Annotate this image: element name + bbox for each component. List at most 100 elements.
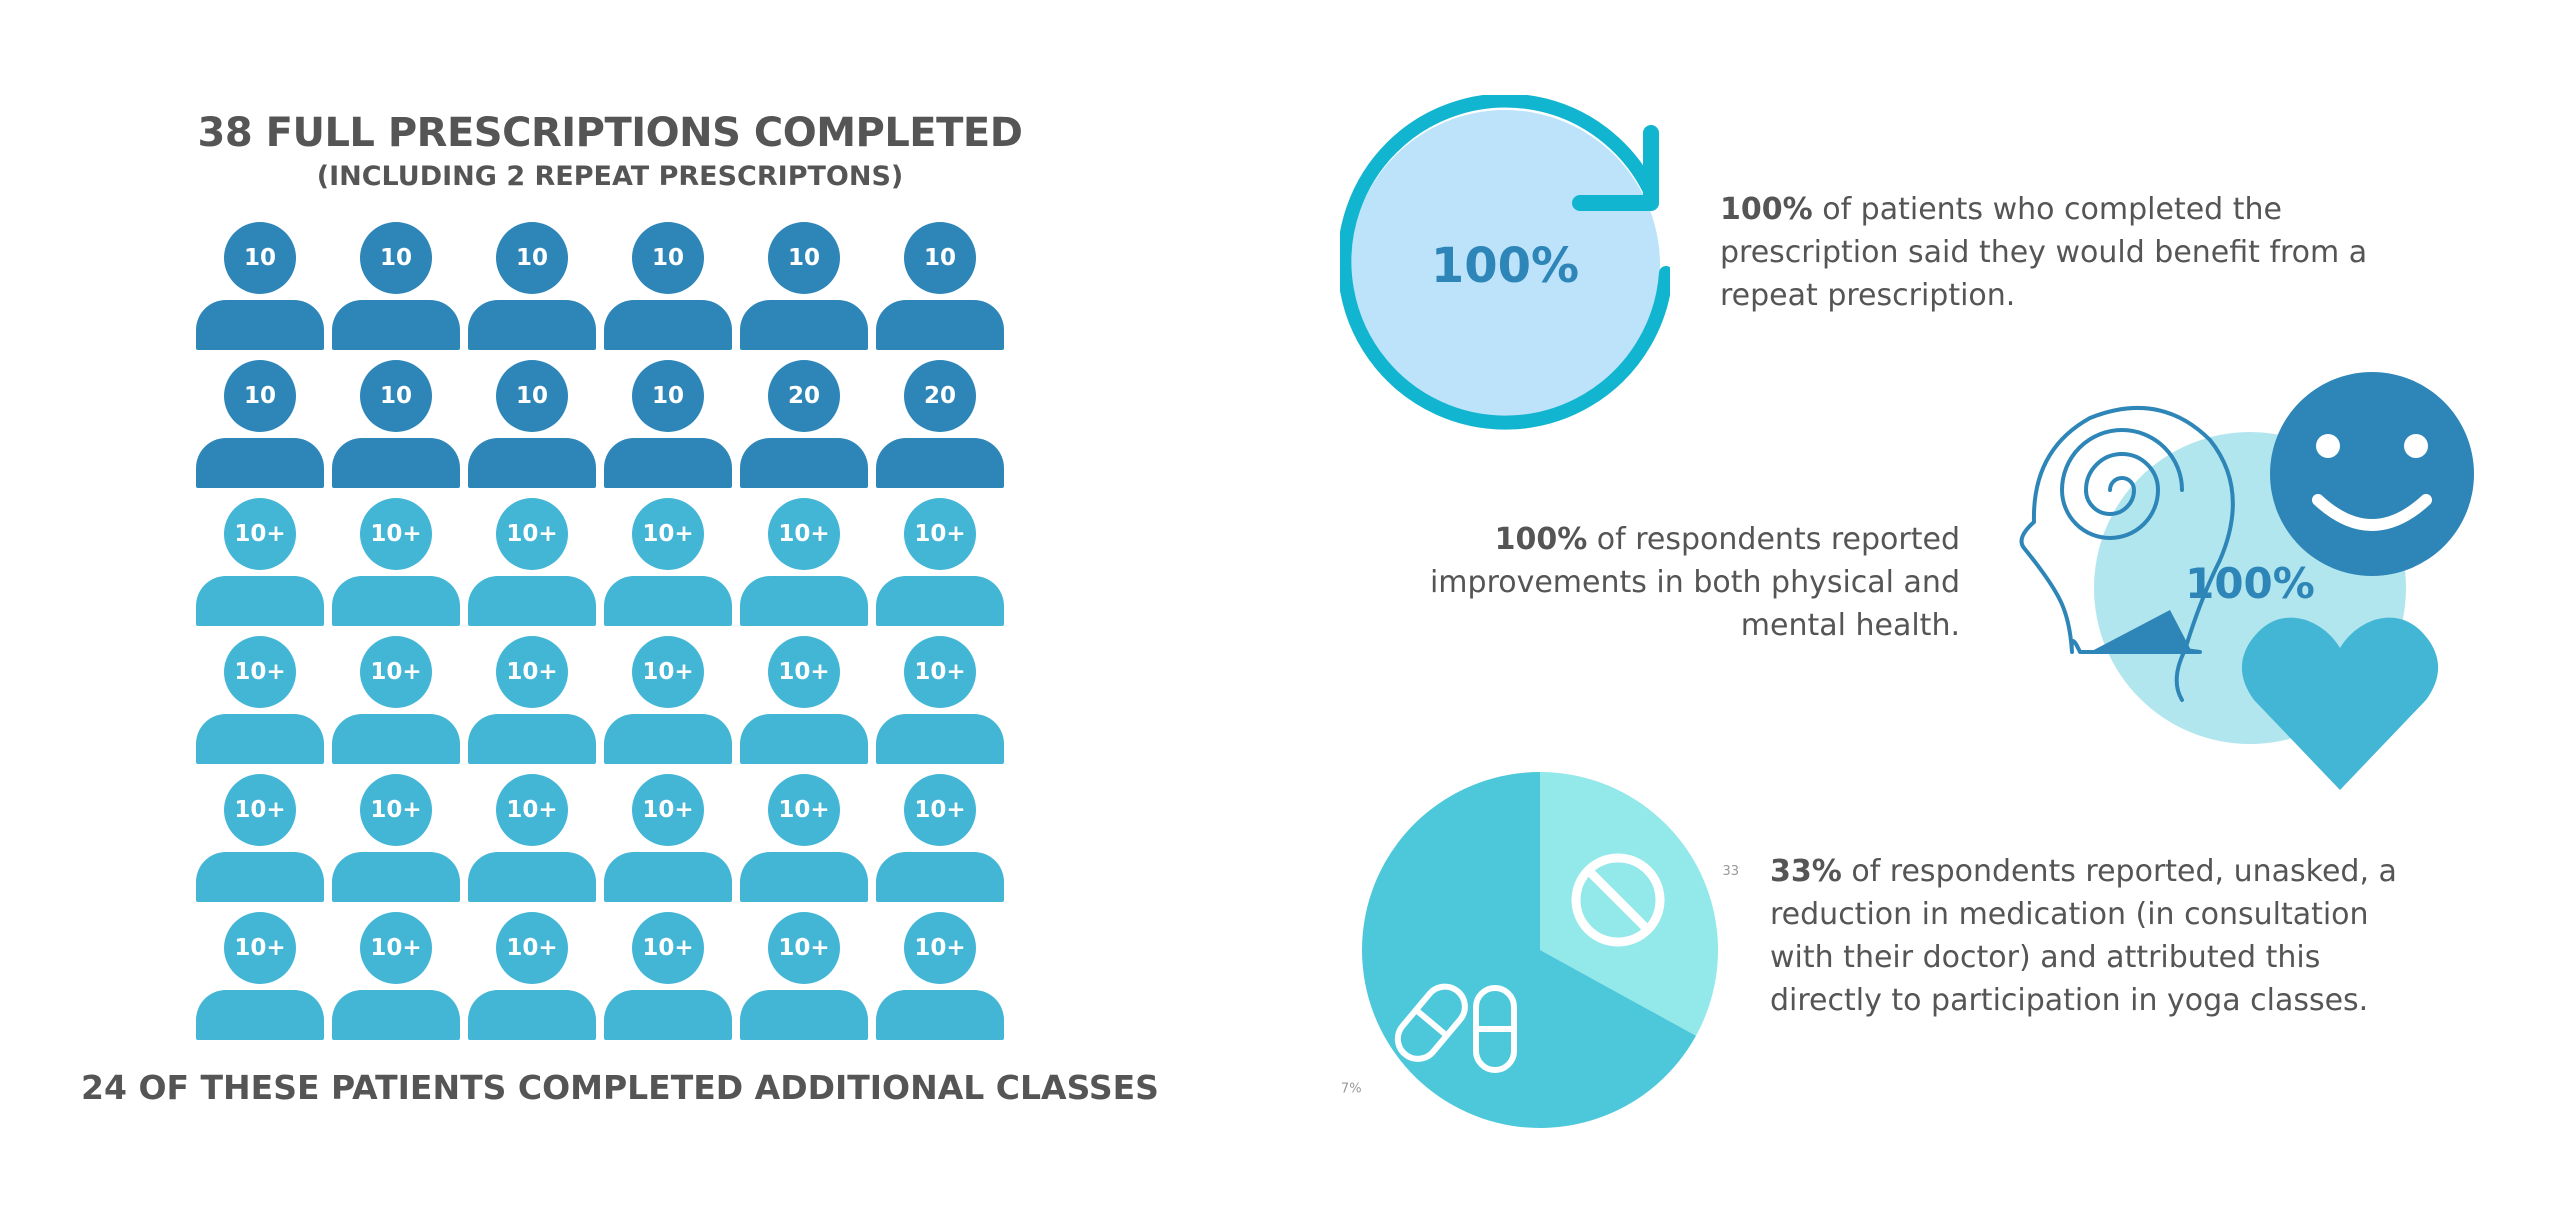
repeat-stat-bold: 100% xyxy=(1720,192,1813,227)
person-icon: 10+ xyxy=(468,636,596,764)
person-body xyxy=(196,990,324,1040)
person-icon: 10+ xyxy=(196,498,324,626)
person-count-label: 10+ xyxy=(360,498,432,570)
person-icon: 10+ xyxy=(196,774,324,902)
person-count-label: 10 xyxy=(360,360,432,432)
person-body xyxy=(196,714,324,764)
person-count-label: 10+ xyxy=(632,774,704,846)
person-count-label: 10+ xyxy=(360,636,432,708)
medication-pie-chart: 33% 67% xyxy=(1340,772,1740,1128)
person-count-label: 10+ xyxy=(224,912,296,984)
person-body xyxy=(332,438,460,488)
medication-stat-text: 33% of respondents reported, unasked, a … xyxy=(1770,850,2410,1022)
person-icon: 10+ xyxy=(332,774,460,902)
person-icon: 10 xyxy=(196,222,324,350)
person-body xyxy=(468,990,596,1040)
person-body xyxy=(876,438,1004,488)
person-count-label: 10 xyxy=(224,222,296,294)
person-body xyxy=(196,438,324,488)
person-count-label: 10+ xyxy=(768,498,840,570)
person-count-label: 10+ xyxy=(360,912,432,984)
person-body xyxy=(196,576,324,626)
person-body xyxy=(604,438,732,488)
prescriptions-title: 38 FULL PRESCRIPTIONS COMPLETED xyxy=(197,110,1023,156)
person-count-label: 10+ xyxy=(904,912,976,984)
person-count-label: 10+ xyxy=(632,912,704,984)
person-count-label: 10 xyxy=(360,222,432,294)
person-icon: 10+ xyxy=(740,498,868,626)
person-count-label: 10 xyxy=(632,222,704,294)
person-count-label: 10 xyxy=(496,360,568,432)
health-stat-bold: 100% xyxy=(1494,522,1588,557)
person-count-label: 10 xyxy=(632,360,704,432)
person-body xyxy=(876,852,1004,902)
person-body xyxy=(604,576,732,626)
person-count-label: 10 xyxy=(768,222,840,294)
person-icon: 10 xyxy=(196,360,324,488)
person-icon: 10+ xyxy=(740,636,868,764)
person-count-label: 10+ xyxy=(224,636,296,708)
person-count-label: 20 xyxy=(904,360,976,432)
person-body xyxy=(196,852,324,902)
person-body xyxy=(876,576,1004,626)
heart-icon xyxy=(2241,617,2439,790)
mind-head-icon xyxy=(2019,406,2235,702)
person-body xyxy=(332,300,460,350)
patients-grid: 10 10 10 10 10 10 10 10 10 10 20 20 10+ 10+ 10+ 10+ 10+ 1… xyxy=(196,222,1004,1042)
person-body xyxy=(468,300,596,350)
person-body xyxy=(468,714,596,764)
person-body xyxy=(604,852,732,902)
person-count-label: 10+ xyxy=(224,498,296,570)
health-illustration: 100% xyxy=(2019,372,2474,790)
person-body xyxy=(740,300,868,350)
person-icon: 10+ xyxy=(876,498,1004,626)
person-icon: 10 xyxy=(468,222,596,350)
person-icon: 10+ xyxy=(196,912,324,1040)
person-icon: 10+ xyxy=(604,912,732,1040)
person-icon: 10+ xyxy=(196,636,324,764)
person-body xyxy=(740,852,868,902)
person-body xyxy=(876,300,1004,350)
repeat-stat-text: 100% of patients who completed the presc… xyxy=(1720,188,2420,317)
person-body xyxy=(332,714,460,764)
person-icon: 10 xyxy=(468,360,596,488)
pie-slice-label: 67% xyxy=(1340,1081,1362,1096)
health-stat-body: of respondents reported improvements in … xyxy=(1429,522,1960,643)
person-icon: 10+ xyxy=(740,774,868,902)
person-icon: 10+ xyxy=(876,636,1004,764)
person-count-label: 10+ xyxy=(360,774,432,846)
person-count-label: 10 xyxy=(904,222,976,294)
person-count-label: 10+ xyxy=(768,636,840,708)
person-icon: 10 xyxy=(332,360,460,488)
person-body xyxy=(740,576,868,626)
person-count-label: 10+ xyxy=(904,636,976,708)
person-body xyxy=(876,714,1004,764)
person-icon: 20 xyxy=(740,360,868,488)
person-icon: 10+ xyxy=(740,912,868,1040)
pie-slice-label: 33% xyxy=(1722,864,1740,879)
person-icon: 10 xyxy=(604,360,732,488)
repeat-stat-body: of patients who completed the prescripti… xyxy=(1720,192,2368,313)
person-count-label: 20 xyxy=(768,360,840,432)
person-icon: 10 xyxy=(876,222,1004,350)
person-count-label: 10+ xyxy=(632,498,704,570)
person-count-label: 10+ xyxy=(904,498,976,570)
health-stat-text: 100% of respondents reported improvement… xyxy=(1380,518,1960,647)
person-icon: 10 xyxy=(332,222,460,350)
additional-classes-caption: 24 OF THESE PATIENTS COMPLETED ADDITIONA… xyxy=(81,1068,1159,1107)
person-body xyxy=(332,576,460,626)
person-body xyxy=(468,852,596,902)
person-count-label: 10+ xyxy=(496,774,568,846)
prescriptions-subtitle: (INCLUDING 2 REPEAT PRESCRIPTONS) xyxy=(316,161,904,192)
person-body xyxy=(332,852,460,902)
person-count-label: 10 xyxy=(224,360,296,432)
person-count-label: 10+ xyxy=(224,774,296,846)
person-body xyxy=(468,438,596,488)
person-count-label: 10+ xyxy=(632,636,704,708)
head-neck-shade xyxy=(2090,610,2192,652)
person-icon: 10+ xyxy=(332,912,460,1040)
person-icon: 10+ xyxy=(468,498,596,626)
pills-icon xyxy=(1394,983,1517,1073)
person-count-label: 10+ xyxy=(496,498,568,570)
person-count-label: 10+ xyxy=(768,774,840,846)
